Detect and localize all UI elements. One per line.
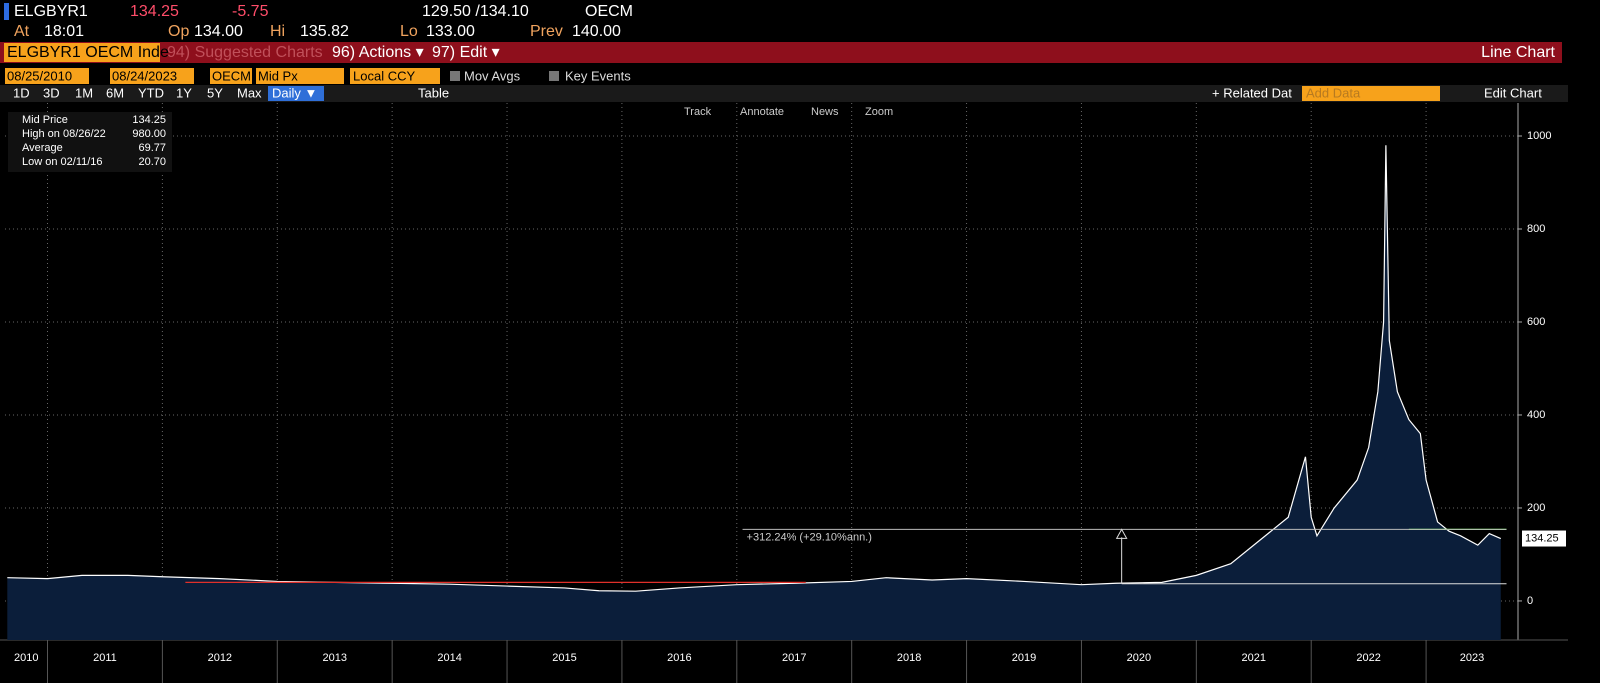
price-tag-label: 134.25 [1525,532,1559,544]
controls-bar [0,85,1568,102]
frequency-field[interactable] [268,86,324,101]
period[interactable]: 5Y [207,85,223,100]
legend-label: Low on 02/11/16 [22,156,103,168]
source: OECM [585,3,633,20]
legend-value: 20.70 [138,156,166,168]
x-tick-label: 2017 [782,652,806,664]
checkbox[interactable] [450,71,460,81]
y-tick-label: 1000 [1527,130,1551,142]
period[interactable]: Max [237,85,262,100]
x-tick-label: 2023 [1460,652,1484,664]
bid-ask: 129.50 /134.10 [422,3,529,20]
currency-field[interactable] [350,68,440,84]
y-tick-label: 600 [1527,316,1545,328]
tool[interactable]: News [811,106,839,118]
legend-value: 134.25 [132,114,166,126]
key-events[interactable]: Key Events [565,68,631,83]
x-tick-label: 2018 [897,652,921,664]
change: -5.75 [232,3,269,20]
x-tick-label: 2021 [1242,652,1266,664]
period[interactable]: YTD [138,85,164,100]
checkbox[interactable] [549,71,559,81]
add-data: Add Data [1306,85,1361,100]
legend-value: 980.00 [132,128,166,140]
field-label: At [14,23,30,40]
line [7,145,1502,592]
field-field[interactable] [256,68,344,84]
x-tick-label: 2010 [14,652,38,664]
x-tick-label: 2020 [1127,652,1151,664]
legend-value: 69.77 [138,142,166,154]
security: ELGBYR1 OECM Inde [7,44,169,61]
arrow-head [1115,528,1128,539]
annotation-text: +312.24% (+29.10%ann.) [747,531,872,543]
tool[interactable]: Track [684,106,712,118]
legend-box [8,112,172,172]
period[interactable]: 6M [106,85,124,100]
end: 08/24/2023 [112,68,177,83]
x-tick-label: 2011 [93,652,117,664]
table[interactable]: Table [418,85,449,100]
field-label: Op [168,23,189,40]
legend-label: Mid Price [22,114,68,126]
field-label: Lo [400,23,418,40]
x-tick-label: 2019 [1012,652,1036,664]
legend-label: High on 08/26/22 [22,128,106,140]
currency: Local CCY [353,68,415,83]
y-tick-label: 800 [1527,223,1545,235]
field-value: 134.00 [194,23,243,40]
toolbar [0,42,1562,63]
field-value: 18:01 [44,23,84,40]
suggested[interactable]: 94) Suggested Charts [167,44,323,61]
period[interactable]: 1M [75,85,93,100]
x-tick-label: 2013 [322,652,346,664]
field-label: Prev [530,23,563,40]
start: 08/25/2010 [7,68,72,83]
y-tick-label: 400 [1527,409,1545,421]
price-tag [1522,530,1566,547]
x-tick-label: 2022 [1356,652,1380,664]
period[interactable]: 1Y [176,85,192,100]
actions[interactable]: 96) Actions ▾ [332,44,424,61]
frequency: Daily ▼ [272,85,317,100]
field: Mid Px [258,68,298,83]
y-tick-label: 200 [1527,502,1545,514]
area [7,145,1501,641]
period[interactable]: 1D [13,85,30,100]
tool[interactable]: Zoom [865,106,893,118]
legend-label: Average [22,142,63,154]
period[interactable]: 3D [43,85,60,100]
ticker: ELGBYR1 [14,3,88,20]
field-value: 135.82 [300,23,349,40]
add-data-field[interactable] [1302,86,1440,101]
tool[interactable]: Annotate [740,106,784,118]
related[interactable]: + Related Dat [1212,85,1292,100]
chart-type: Line Chart [1481,44,1555,61]
end-field[interactable] [110,68,194,84]
x-tick-label: 2012 [208,652,232,664]
edit-chart[interactable]: Edit Chart [1484,85,1542,100]
marker [4,3,9,20]
source-field[interactable] [210,68,252,84]
mov-avgs[interactable]: Mov Avgs [464,68,521,83]
field-value: 140.00 [572,23,621,40]
start-field[interactable] [5,68,89,84]
security-field[interactable] [4,43,160,62]
field-value: 133.00 [426,23,475,40]
edit[interactable]: 97) Edit ▾ [432,44,500,61]
x-tick-label: 2016 [667,652,691,664]
x-tick-label: 2015 [552,652,576,664]
y-tick-label: 0 [1527,595,1533,607]
last: 134.25 [130,3,179,20]
x-tick-label: 2014 [437,652,461,664]
source-setting: OECM [212,68,251,83]
field-label: Hi [270,23,285,40]
